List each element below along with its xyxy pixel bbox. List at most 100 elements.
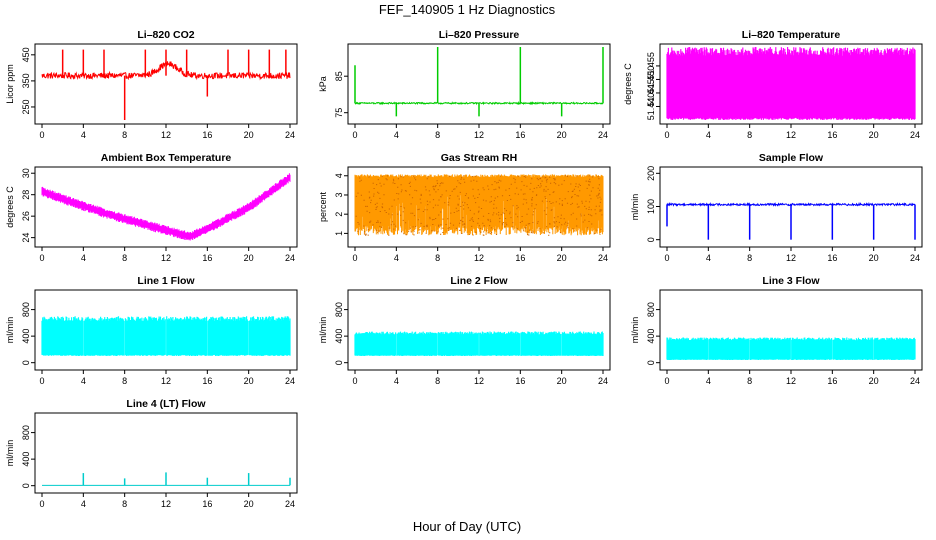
x-tick-label: 24 (285, 376, 295, 386)
x-tick-label: 4 (81, 253, 86, 263)
x-tick-label: 4 (706, 130, 711, 140)
panel-title: Line 3 Flow (762, 275, 820, 287)
y-tick-label: 26 (21, 211, 31, 221)
x-tick-label: 16 (202, 499, 212, 509)
x-tick-label: 20 (869, 253, 879, 263)
x-tick-label: 0 (352, 130, 357, 140)
series-band (666, 337, 916, 360)
y-tick-label: 250 (21, 99, 31, 114)
y-tick-label: 0 (21, 360, 31, 365)
y-tick-label: 51.455 (646, 52, 656, 80)
x-tick-label: 20 (869, 130, 879, 140)
x-tick-label: 16 (515, 253, 525, 263)
y-axis-label: kPa (318, 76, 328, 92)
y-tick-label: 100 (646, 199, 656, 214)
x-tick-label: 20 (869, 376, 879, 386)
figure-title: FEF_140905 1 Hz Diagnostics (379, 2, 556, 17)
x-tick-label: 24 (598, 376, 608, 386)
series-area (354, 331, 604, 356)
x-tick-label: 4 (81, 130, 86, 140)
figure-x-label: Hour of Day (UTC) (413, 519, 521, 534)
x-tick-label: 12 (161, 253, 171, 263)
panel-title: Sample Flow (759, 152, 824, 164)
series-band (666, 47, 916, 120)
panel-7: Line 1 Flow 0 4 8 12 16 20 24 0 400 800 ml/min (5, 275, 298, 386)
x-tick-label: 12 (161, 130, 171, 140)
x-tick-label: 16 (202, 130, 212, 140)
y-tick-label: 85 (334, 71, 344, 81)
series-area (354, 174, 604, 236)
y-axis-label: ml/min (318, 317, 328, 344)
x-tick-label: 0 (352, 376, 357, 386)
x-tick-label: 8 (122, 253, 127, 263)
series-area (666, 201, 916, 240)
x-tick-label: 20 (557, 130, 567, 140)
y-tick-label: 28 (21, 190, 31, 200)
y-tick-label: 51.445 (646, 79, 656, 107)
y-tick-label: 0 (646, 237, 656, 242)
series-area (666, 47, 916, 120)
x-tick-label: 8 (122, 130, 127, 140)
panel-1: Li–820 CO2 0 4 8 12 16 20 24 250 350 450 Licor ppm (5, 29, 298, 140)
plot-frame (347, 289, 611, 371)
panel-9: Line 3 Flow 0 4 8 12 16 20 24 0 400 800 ml/min (630, 275, 923, 386)
series-band (354, 331, 604, 356)
series-area (41, 49, 291, 120)
x-tick-label: 12 (786, 130, 796, 140)
y-tick-label: 800 (334, 302, 344, 317)
y-tick-label: 200 (646, 166, 656, 181)
panel-title: Line 2 Flow (450, 275, 508, 287)
x-tick-label: 8 (435, 376, 440, 386)
x-tick-label: 8 (747, 376, 752, 386)
x-tick-label: 8 (747, 130, 752, 140)
x-tick-label: 12 (474, 376, 484, 386)
x-tick-label: 12 (161, 499, 171, 509)
series-band (41, 316, 291, 356)
x-tick-label: 24 (910, 376, 920, 386)
series-points (355, 175, 603, 236)
x-tick-label: 4 (394, 376, 399, 386)
x-tick-label: 24 (285, 253, 295, 263)
x-tick-label: 4 (706, 253, 711, 263)
x-tick-label: 20 (557, 253, 567, 263)
x-tick-label: 24 (910, 130, 920, 140)
x-tick-label: 16 (515, 376, 525, 386)
y-tick-label: 75 (334, 108, 344, 118)
x-tick-label: 8 (435, 253, 440, 263)
x-tick-label: 12 (786, 376, 796, 386)
y-axis-label: ml/min (630, 194, 640, 221)
x-tick-label: 16 (827, 130, 837, 140)
x-tick-label: 20 (244, 376, 254, 386)
x-tick-label: 20 (557, 376, 567, 386)
x-tick-label: 16 (827, 253, 837, 263)
x-tick-label: 20 (244, 499, 254, 509)
panel-6: Sample Flow 0 4 8 12 16 20 24 0 100 200 ml/min (630, 152, 923, 263)
x-tick-label: 0 (39, 499, 44, 509)
y-tick-label: 51.440 (646, 93, 656, 121)
x-tick-label: 8 (122, 376, 127, 386)
panel-8: Line 2 Flow 0 4 8 12 16 20 24 0 400 800 ml/min (318, 275, 611, 386)
series-area (42, 472, 291, 486)
y-tick-label: 400 (21, 452, 31, 467)
x-tick-label: 4 (394, 253, 399, 263)
x-tick-label: 24 (285, 130, 295, 140)
x-tick-label: 4 (394, 130, 399, 140)
x-tick-label: 0 (39, 130, 44, 140)
y-tick-label: 24 (21, 233, 31, 243)
panel-title: Li–820 Pressure (439, 29, 520, 41)
y-axis-label: ml/min (5, 440, 15, 467)
panel-4: Ambient Box Temperature 0 4 8 12 16 20 24 24 26 28… (5, 152, 298, 263)
series-area (666, 337, 916, 360)
y-tick-label: 0 (21, 483, 31, 488)
y-tick-label: 800 (21, 302, 31, 317)
panel-title: Line 1 Flow (137, 275, 195, 287)
series-area (41, 173, 291, 241)
y-axis-label: Licor ppm (5, 64, 15, 104)
series-area (354, 47, 604, 117)
x-tick-label: 8 (435, 130, 440, 140)
x-tick-label: 4 (81, 499, 86, 509)
panel-10: Line 4 (LT) Flow 0 4 8 12 16 20 24 0 400 800 ml/min (5, 398, 298, 509)
y-tick-label: 51.450 (646, 66, 656, 94)
x-tick-label: 0 (39, 376, 44, 386)
